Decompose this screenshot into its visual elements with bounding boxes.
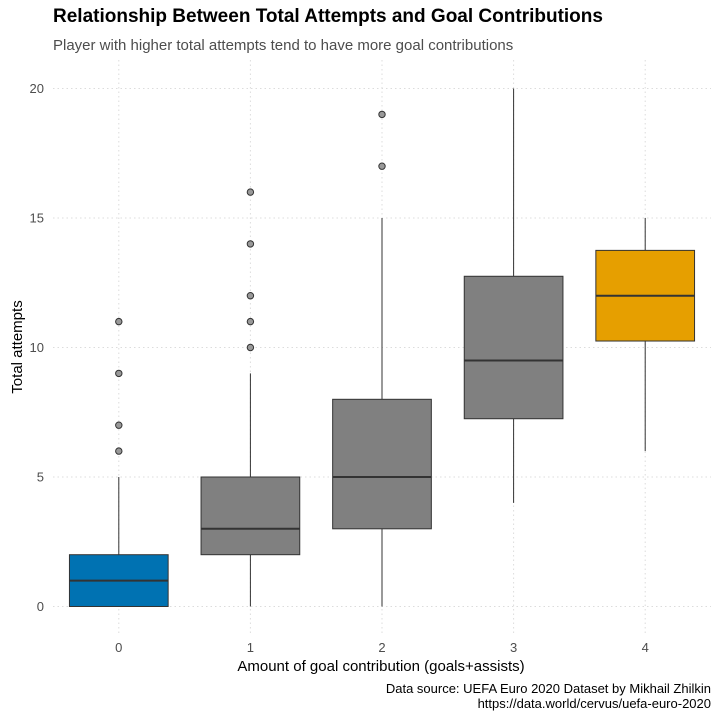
x-axis-label: Amount of goal contribution (goals+assis… (237, 658, 524, 675)
outlier-point (378, 162, 386, 170)
x-tick-label: 2 (378, 640, 385, 655)
y-axis-label: Total attempts (9, 300, 26, 393)
caption-line: https://data.world/cervus/uefa-euro-2020 (477, 696, 711, 711)
box-body (200, 476, 301, 556)
outlier-point (246, 292, 255, 300)
x-tick-label: 3 (510, 640, 517, 655)
box-body (332, 398, 432, 530)
y-tick-label: 10 (30, 340, 44, 355)
box-body (463, 275, 564, 420)
x-tick-labels: 0 1 2 3 4 (115, 640, 649, 655)
caption-line: Data source: UEFA Euro 2020 Dataset by M… (385, 681, 711, 696)
outlier-point (246, 240, 255, 248)
chart-title: Relationship Between Total Attempts and … (53, 6, 603, 27)
x-tick-label: 1 (247, 640, 254, 655)
chart-caption: Data source: UEFA Euro 2020 Dataset by M… (386, 681, 711, 711)
y-tick-label: 15 (30, 211, 44, 226)
outlier-point (246, 188, 255, 196)
outlier-point (246, 343, 255, 352)
x-tick-label: 0 (115, 640, 122, 655)
outlier-point (115, 421, 123, 429)
box-group-4 (595, 218, 696, 452)
outlier-point (115, 447, 123, 455)
y-tick-label: 5 (37, 470, 44, 485)
box-group-1 (200, 188, 301, 607)
box-group-0 (68, 317, 169, 608)
outlier-point (246, 317, 255, 326)
outlier-point (115, 317, 123, 326)
y-tick-label: 0 (37, 599, 44, 614)
chart-subtitle: Player with higher total attempts tend t… (53, 37, 514, 54)
box-group-3 (463, 88, 564, 503)
y-tick-labels: 0 5 10 15 20 (30, 81, 44, 614)
outlier-point (378, 110, 386, 119)
boxes-layer (68, 88, 696, 608)
y-tick-label: 20 (30, 81, 44, 96)
box-group-2 (332, 110, 432, 607)
x-tick-label: 4 (642, 640, 649, 655)
outlier-point (115, 369, 123, 378)
